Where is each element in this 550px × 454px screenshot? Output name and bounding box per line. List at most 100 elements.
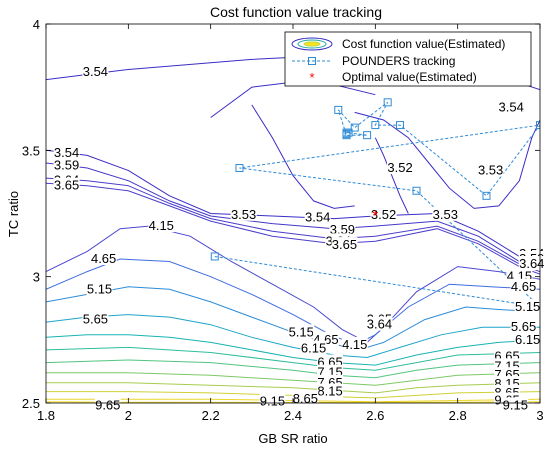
contour-label: 9.15	[503, 398, 528, 413]
contour-labels: 3.543.543.543.593.643.653.523.533.533.54…	[53, 64, 545, 413]
contour-label-bg	[514, 298, 541, 313]
x-tick-label: 2.2	[202, 408, 220, 423]
pounders-path-line	[214, 101, 540, 308]
legend-box	[284, 31, 532, 87]
contour-label-bg	[317, 383, 344, 398]
x-tick-label: 2.4	[284, 408, 302, 423]
contour-line-3-53	[354, 111, 540, 209]
contour-line-7-65	[46, 372, 540, 386]
svg-text:*: *	[309, 70, 314, 85]
legend-contour-icon	[291, 37, 333, 51]
contour-label: 4.15	[342, 337, 367, 352]
pounders-tracking-path	[210, 98, 540, 311]
contour-label-bg	[82, 64, 109, 79]
legend-pounders-icon	[292, 57, 332, 65]
contour-label-bg	[288, 324, 315, 339]
x-axis-ticks: 1.8 2 2.2 2.4 2.6 2.8 3	[37, 24, 544, 423]
contour-line-4-65	[46, 258, 540, 346]
contour-line-3-53	[251, 104, 355, 209]
contour-line-5-15	[46, 286, 540, 351]
y-tick-label: 2.5	[22, 396, 40, 411]
contour-label: 3.54	[499, 99, 524, 114]
contour-line-3-59	[46, 162, 540, 270]
legend-optimal-icon: *	[309, 70, 314, 85]
contour-line-6-15	[46, 334, 540, 366]
contour-label-bg	[518, 256, 545, 271]
contour-label-bg	[341, 336, 368, 351]
contour-label: 4.65	[511, 279, 536, 294]
x-tick-label: 2	[125, 408, 132, 423]
pounders-point	[334, 105, 343, 114]
contour-line-3-53	[210, 79, 376, 118]
contour-label: 3.54	[305, 209, 330, 224]
optimal-point: *	[372, 208, 378, 225]
contour-label-bg	[259, 393, 286, 408]
x-tick-label: 2.8	[449, 408, 467, 423]
contour-label-bg	[148, 218, 175, 233]
pounders-point	[536, 121, 540, 130]
contour-label: 6.15	[515, 332, 540, 347]
contour-label: 3.52	[371, 207, 396, 222]
pounders-point	[342, 129, 351, 138]
contour-label-bg	[304, 209, 331, 224]
contour-label-bg	[86, 281, 113, 296]
contour-label: 3.64	[519, 256, 544, 271]
contour-label: 3.64	[367, 317, 392, 332]
pounders-point	[235, 164, 244, 173]
contour-label: 3.65	[54, 178, 79, 193]
contour-label-bg	[510, 278, 537, 293]
pounders-point	[350, 123, 359, 132]
contour-label: 8.65	[293, 391, 318, 406]
contour-line-4-15	[46, 225, 540, 344]
contour-label: 3.53	[478, 163, 503, 178]
contour-label: 3.54	[54, 145, 79, 160]
contour-label-bg	[300, 340, 327, 355]
y-tick-label: 4	[33, 17, 40, 32]
contour-label: 5.15	[289, 324, 314, 339]
contour-label: 6.15	[301, 341, 326, 356]
legend-entry-optimal: Optimal value(Estimated)	[342, 70, 477, 84]
x-tick-label: 2.6	[366, 408, 384, 423]
contour-label-bg	[90, 250, 117, 265]
contour-label: 5.15	[87, 281, 112, 296]
y-axis-ticks: 2.533.54	[22, 17, 540, 411]
y-tick-label: 3.5	[22, 143, 40, 158]
contour-label-bg	[477, 162, 504, 177]
contour-label-bg	[387, 160, 414, 175]
contour-label-bg	[94, 397, 121, 412]
y-axis-label: TC ratio	[6, 191, 21, 237]
contour-label-bg	[498, 99, 525, 114]
pounders-point	[383, 98, 392, 107]
contour-label-bg	[510, 319, 537, 334]
contour-label-bg	[502, 397, 529, 412]
pounders-point	[344, 128, 353, 137]
x-tick-label: 3	[536, 408, 543, 423]
x-tick-label: 1.8	[37, 408, 55, 423]
contour-label-bg	[370, 206, 397, 221]
y-tick-label: 3	[33, 270, 40, 285]
contour-line-3-65	[46, 182, 540, 275]
contour-label: 3.54	[83, 64, 108, 79]
pounders-point	[371, 121, 380, 130]
contour-label-bg	[292, 391, 319, 406]
x-axis-label: GB SR ratio	[258, 431, 327, 446]
contour-label: 4.65	[91, 251, 116, 266]
contour-lines	[46, 53, 540, 403]
contour-line-3-64	[46, 177, 540, 273]
pounders-point	[210, 252, 219, 261]
contour-label: 4.15	[149, 218, 174, 233]
contour-label-bg	[329, 221, 356, 236]
pounders-point	[396, 121, 405, 130]
contour-line-5-65	[46, 314, 540, 359]
legend-entry-pounders: POUNDERS tracking	[342, 54, 455, 68]
contour-label-bg	[366, 316, 393, 331]
contour-label: 3.53	[433, 207, 458, 222]
legend: Cost function value(Estimated) POUNDERS …	[284, 31, 532, 87]
contour-label: 3.59	[54, 157, 79, 172]
pounders-point	[363, 131, 372, 140]
contour-label-bg	[230, 206, 257, 221]
contour-label-bg	[514, 331, 541, 346]
contour-label: 3.65	[332, 237, 357, 252]
contour-label: 3.53	[231, 207, 256, 222]
